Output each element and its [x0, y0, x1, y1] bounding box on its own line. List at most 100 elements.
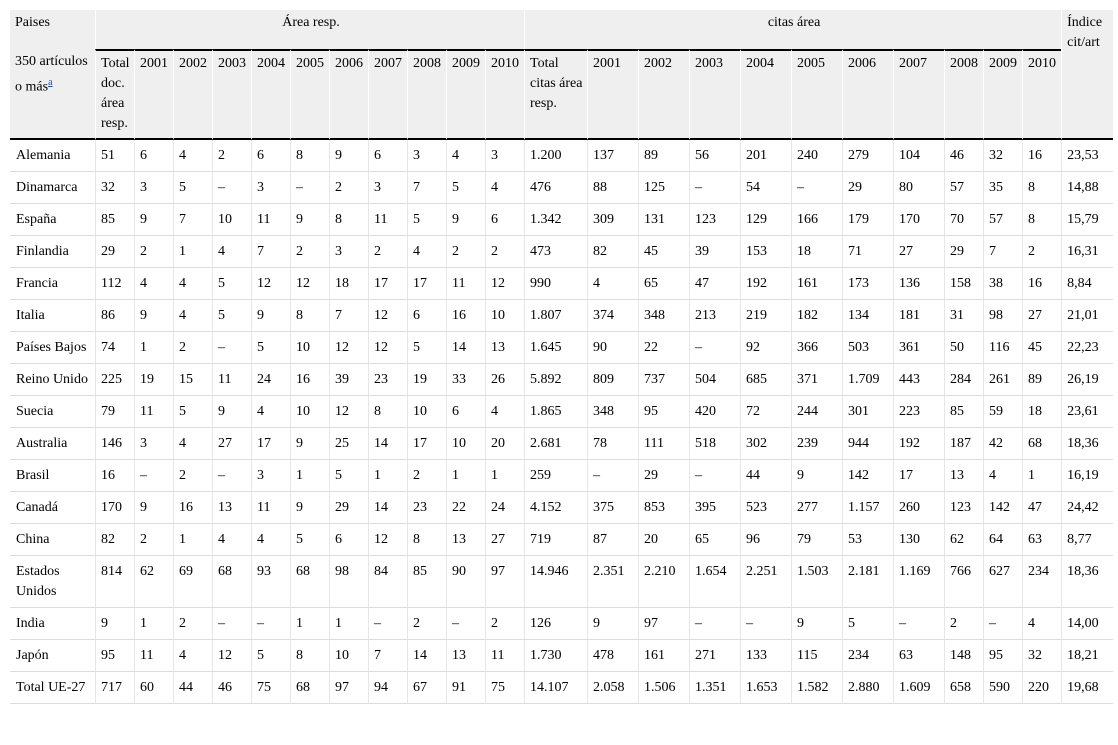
area-year-cell: 4: [485, 396, 525, 428]
area-year-cell: 2: [173, 608, 212, 640]
citas-year-cell: 29: [944, 236, 984, 268]
citas-year-cell: 32: [983, 140, 1023, 172]
area-total-cell: 9: [95, 608, 134, 640]
area-year-header: 2001: [134, 49, 173, 140]
area-year-header: 2009: [446, 49, 485, 140]
citas-year-header: 2008: [944, 49, 984, 140]
citas-year-cell: 115: [791, 640, 843, 672]
citas-year-cell: 88: [587, 172, 639, 204]
citas-year-cell: 1.506: [638, 672, 690, 704]
area-year-cell: 11: [134, 640, 173, 672]
citas-year-cell: 1.503: [791, 556, 843, 608]
area-year-header: 2003: [212, 49, 251, 140]
area-year-cell: 1: [134, 332, 173, 364]
indice-cell: 21,01: [1061, 300, 1114, 332]
citas-year-cell: 29: [842, 172, 894, 204]
citas-year-cell: 179: [842, 204, 894, 236]
area-year-cell: 6: [485, 204, 525, 236]
area-year-cell: 9: [251, 300, 290, 332]
area-year-cell: 14: [407, 640, 446, 672]
citas-year-cell: 170: [893, 204, 945, 236]
citas-year-cell: 123: [944, 492, 984, 524]
area-year-cell: –: [134, 460, 173, 492]
area-year-cell: 4: [407, 236, 446, 268]
area-year-cell: 98: [329, 556, 368, 608]
citas-year-cell: 2.351: [587, 556, 639, 608]
citas-year-cell: 192: [893, 428, 945, 460]
area-year-cell: 2: [212, 140, 251, 172]
citas-year-cell: 213: [689, 300, 741, 332]
citas-year-cell: 737: [638, 364, 690, 396]
citas-year-cell: 133: [740, 640, 792, 672]
area-year-cell: 9: [290, 204, 329, 236]
area-year-cell: 4: [173, 300, 212, 332]
area-year-cell: 97: [329, 672, 368, 704]
table-row: Suecia 79 11 5 9 4 10 12 8 10 6 4 1.865 348 95 420 72 244…: [10, 396, 1114, 428]
area-year-cell: 90: [446, 556, 485, 608]
footnote-link[interactable]: a: [48, 77, 53, 88]
area-year-cell: 11: [251, 204, 290, 236]
indice-cell: 23,61: [1061, 396, 1114, 428]
citas-year-cell: 71: [842, 236, 894, 268]
area-year-cell: 2: [485, 608, 525, 640]
citas-year-cell: 1.582: [791, 672, 843, 704]
area-year-cell: 12: [368, 524, 407, 556]
citas-year-cell: 181: [893, 300, 945, 332]
area-year-cell: 1: [173, 524, 212, 556]
area-year-cell: 62: [134, 556, 173, 608]
area-year-cell: 6: [329, 524, 368, 556]
citas-year-cell: 239: [791, 428, 843, 460]
area-year-cell: 10: [329, 640, 368, 672]
citas-year-cell: 182: [791, 300, 843, 332]
citas-year-cell: 523: [740, 492, 792, 524]
citas-total-cell: 990: [524, 268, 588, 300]
citas-year-cell: –: [689, 608, 741, 640]
area-year-cell: 5: [251, 332, 290, 364]
citas-year-cell: 22: [638, 332, 690, 364]
citas-year-cell: 375: [587, 492, 639, 524]
citas-year-cell: 9: [791, 608, 843, 640]
country-cell: Canadá: [10, 492, 95, 524]
area-year-cell: 68: [212, 556, 251, 608]
citas-year-cell: 590: [983, 672, 1023, 704]
country-cell: Alemania: [10, 140, 95, 172]
citas-year-cell: 161: [638, 640, 690, 672]
area-year-cell: 5: [173, 172, 212, 204]
sub-label-header: 350 artículos o mása: [10, 49, 95, 140]
area-year-cell: 1: [329, 608, 368, 640]
citas-year-cell: 134: [842, 300, 894, 332]
citas-year-cell: 39: [689, 236, 741, 268]
citas-total-cell: 14.946: [524, 556, 588, 608]
citas-year-cell: 47: [1022, 492, 1062, 524]
citas-year-cell: 45: [1022, 332, 1062, 364]
area-year-cell: 2: [407, 608, 446, 640]
area-year-cell: 5: [251, 640, 290, 672]
citas-year-cell: 54: [740, 172, 792, 204]
area-year-cell: 91: [446, 672, 485, 704]
area-year-header: 2008: [407, 49, 446, 140]
table-row: Reino Unido 225 19 15 11 24 16 39 23 19 33 26 5.892 8…: [10, 364, 1114, 396]
area-year-cell: 6: [407, 300, 446, 332]
citas-year-cell: 1.157: [842, 492, 894, 524]
indice-cell: 15,79: [1061, 204, 1114, 236]
citas-year-cell: 161: [791, 268, 843, 300]
citas-year-header: 2004: [740, 49, 792, 140]
area-total-cell: 74: [95, 332, 134, 364]
citas-year-cell: 27: [893, 236, 945, 268]
citas-year-cell: 63: [1022, 524, 1062, 556]
indice-cell: 19,68: [1061, 672, 1114, 704]
area-year-cell: 26: [485, 364, 525, 396]
indice-cell: 8,77: [1061, 524, 1114, 556]
area-year-header: 2002: [173, 49, 212, 140]
area-year-cell: –: [212, 172, 251, 204]
citas-year-cell: –: [587, 460, 639, 492]
area-total-cell: 85: [95, 204, 134, 236]
citas-year-cell: 18: [1022, 396, 1062, 428]
citas-year-cell: 32: [1022, 640, 1062, 672]
area-year-cell: 2: [446, 236, 485, 268]
citas-year-cell: 16: [1022, 268, 1062, 300]
citas-year-cell: 142: [842, 460, 894, 492]
table-row: Países Bajos 74 1 2–5 10 12 12 5 14 13 1.645 90 22–9…: [10, 332, 1114, 364]
citas-year-cell: 277: [791, 492, 843, 524]
citas-year-cell: 153: [740, 236, 792, 268]
